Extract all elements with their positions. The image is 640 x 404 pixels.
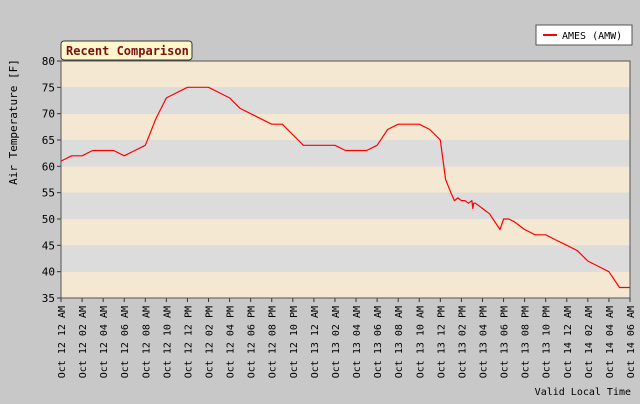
x-tick-label: Oct 12 04 AM <box>99 306 110 378</box>
plot-band <box>61 140 630 167</box>
x-tick-label: Oct 13 12 AM <box>310 306 321 378</box>
y-tick-label: 45 <box>42 239 55 252</box>
x-tick-label: Oct 13 04 AM <box>352 306 363 378</box>
y-tick-label: 70 <box>42 108 55 121</box>
y-axis-label: Air Temperature [F] <box>7 59 20 185</box>
y-tick-label: 65 <box>42 134 55 147</box>
x-tick-label: Oct 13 06 AM <box>373 306 384 378</box>
x-tick-label: Oct 13 08 AM <box>394 306 405 378</box>
x-tick-label: Oct 12 06 PM <box>247 306 258 378</box>
x-tick-label: Oct 14 06 AM <box>626 306 637 378</box>
legend-box <box>535 24 633 46</box>
x-tick-label: Oct 13 02 AM <box>331 306 342 378</box>
x-tick-label: Oct 13 06 PM <box>500 306 511 378</box>
y-tick-label: 80 <box>42 55 55 68</box>
x-tick-label: Oct 13 10 AM <box>415 306 426 378</box>
x-tick-label: Oct 13 04 PM <box>478 306 489 378</box>
y-tick-label: 55 <box>42 187 55 200</box>
plot-bands <box>61 61 630 298</box>
x-tick-label: Oct 13 08 PM <box>521 306 532 378</box>
x-axis-label: Valid Local Time <box>535 387 631 398</box>
plot-band <box>61 166 630 193</box>
y-tick-label: 35 <box>42 292 55 305</box>
x-tick-label: Oct 13 12 PM <box>436 306 447 378</box>
plot-frame <box>60 60 631 299</box>
x-axis-ticks: Oct 12 12 AM Oct 12 02 AM Oct 12 04 AM Oct … <box>57 298 637 378</box>
x-tick-label: Oct 14 04 AM <box>605 306 616 378</box>
x-tick-label: Oct 14 12 AM <box>563 306 574 378</box>
y-tick-label: 75 <box>42 81 55 94</box>
x-tick-label: Oct 12 02 PM <box>205 306 216 378</box>
legend: AMES (AMW) <box>535 24 633 46</box>
x-tick-label: Oct 12 12 AM <box>57 306 68 378</box>
plot-band <box>61 219 630 246</box>
chart-title: Recent Comparison <box>66 44 189 58</box>
plot-band <box>61 192 630 219</box>
series-layer <box>60 86 630 289</box>
series-line <box>60 86 630 289</box>
y-tick-label: 50 <box>42 213 55 226</box>
plot-band <box>61 87 630 114</box>
plot-band <box>61 61 630 88</box>
plot-band <box>61 113 630 140</box>
plot-band <box>61 245 630 272</box>
x-tick-label: Oct 14 02 AM <box>584 306 595 378</box>
x-tick-label: Oct 12 10 PM <box>289 306 300 378</box>
x-tick-label: Oct 13 02 PM <box>457 306 468 378</box>
x-tick-label: Oct 12 10 AM <box>162 306 173 378</box>
chart-title-background <box>60 40 193 61</box>
x-tick-label: Oct 12 02 AM <box>78 306 89 378</box>
y-axis-ticks: 35 40 45 50 55 60 65 70 75 80 <box>42 55 61 305</box>
legend-label: AMES (AMW) <box>562 31 622 42</box>
x-tick-label: Oct 12 06 AM <box>120 306 131 378</box>
x-tick-label: Oct 12 12 PM <box>183 306 194 378</box>
x-tick-label: Oct 12 08 AM <box>141 306 152 378</box>
y-tick-label: 40 <box>42 266 55 279</box>
x-tick-label: Oct 13 10 PM <box>542 306 553 378</box>
x-tick-label: Oct 12 08 PM <box>268 306 279 378</box>
chart-title-box: Recent Comparison <box>60 40 193 61</box>
x-tick-label: Oct 12 04 PM <box>226 306 237 378</box>
y-tick-label: 60 <box>42 160 55 173</box>
plot-band <box>61 271 630 298</box>
